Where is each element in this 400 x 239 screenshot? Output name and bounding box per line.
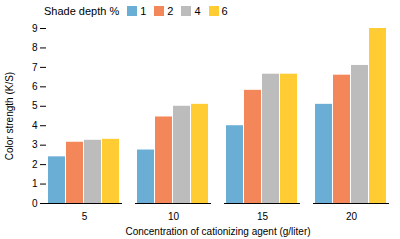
html-text:2: 2 — [167, 5, 174, 17]
html-text:Shade depth %: Shade depth % — [44, 5, 120, 17]
svg-text:3: 3 — [32, 139, 38, 150]
svg-text:9: 9 — [32, 23, 38, 34]
svg-text:10: 10 — [168, 211, 180, 222]
svg-text:1: 1 — [32, 178, 38, 189]
svg-text:15: 15 — [257, 211, 269, 222]
svg-text:5: 5 — [82, 211, 88, 222]
html-text:6: 6 — [221, 5, 228, 17]
svg-text:7: 7 — [32, 62, 38, 73]
svg-text:Color strength (K/S): Color strength (K/S) — [4, 72, 15, 160]
svg-text:Concentration of cationizing a: Concentration of cationizing agent (g/li… — [125, 226, 310, 237]
svg-text:6: 6 — [32, 81, 38, 92]
svg-text:20: 20 — [346, 211, 358, 222]
html-text:1: 1 — [140, 5, 147, 17]
svg-text:5: 5 — [32, 100, 38, 111]
svg-text:8: 8 — [32, 42, 38, 53]
svg-text:0: 0 — [32, 198, 38, 209]
svg-text:2: 2 — [32, 159, 38, 170]
html-text:4: 4 — [194, 5, 201, 17]
svg-text:4: 4 — [32, 120, 38, 131]
